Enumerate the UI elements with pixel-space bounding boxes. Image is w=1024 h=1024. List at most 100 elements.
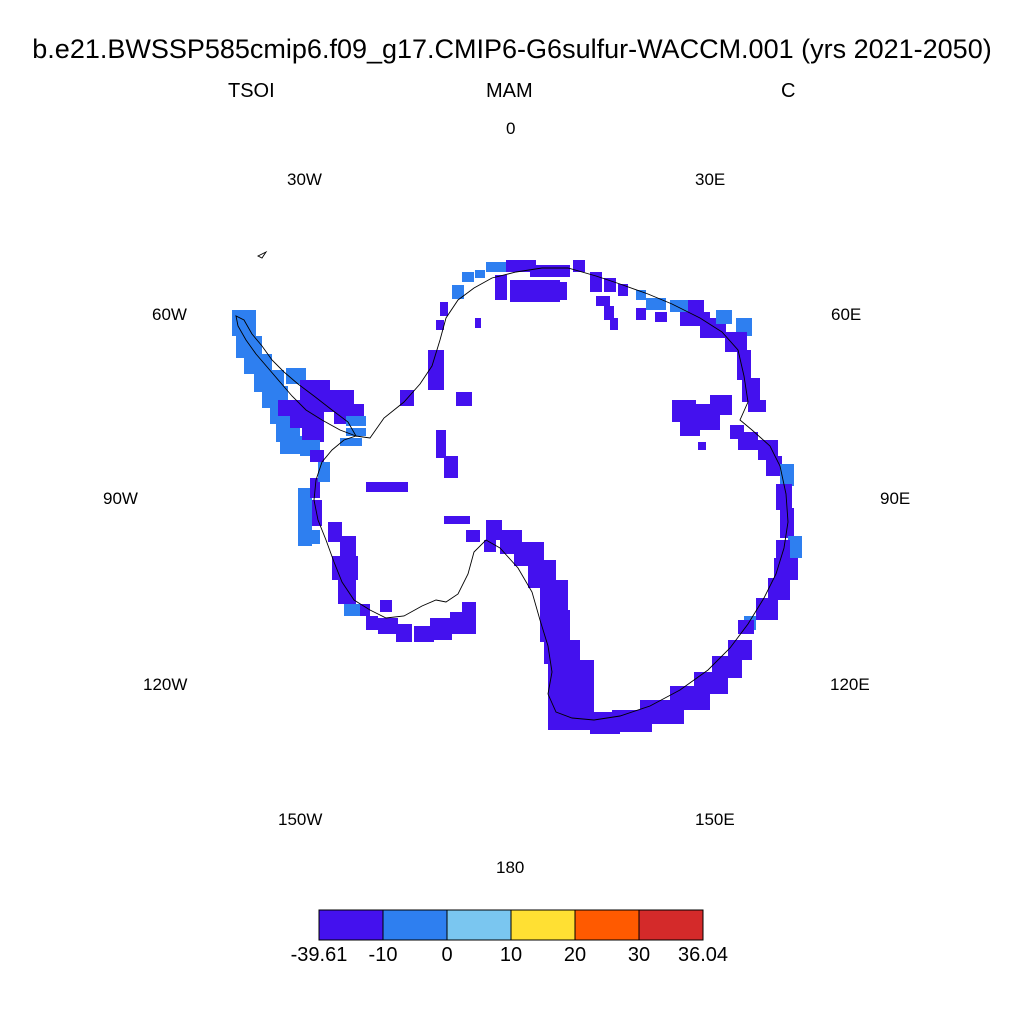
- data-cell: [506, 260, 536, 272]
- data-cell: [452, 285, 464, 299]
- data-cell: [780, 508, 794, 538]
- data-cell: [396, 624, 412, 642]
- data-cell: [280, 436, 302, 454]
- data-cell: [310, 450, 324, 462]
- colorbar-label-2: 0: [441, 944, 453, 966]
- data-cell: [290, 412, 324, 428]
- map-title: b.e21.BWSSP585cmip6.f09_g17.CMIP6-G6sulf…: [32, 34, 992, 64]
- lon-label-0: 0: [506, 119, 516, 138]
- colorbar-swatch-3: [510, 909, 576, 941]
- colorbar-label-3: 10: [499, 944, 523, 966]
- data-cell: [486, 262, 506, 272]
- data-cell: [604, 278, 616, 292]
- data-cell: [510, 280, 560, 302]
- data-cell: [440, 302, 448, 316]
- data-cell: [466, 530, 480, 542]
- data-cell: [646, 298, 666, 310]
- data-cell: [756, 598, 778, 620]
- data-cell: [346, 416, 366, 426]
- data-cell: [688, 300, 704, 314]
- data-cell: [768, 578, 790, 600]
- data-cell: [340, 536, 356, 556]
- data-cell: [344, 604, 360, 616]
- lon-label-150e: 150E: [695, 810, 735, 829]
- variable-label: TSOI: [228, 80, 275, 102]
- colorbar-swatch-2: [446, 909, 512, 941]
- lon-label-90e: 90E: [880, 489, 911, 508]
- colorbar-swatch-1: [382, 909, 448, 941]
- colorbar-swatch-4: [574, 909, 640, 941]
- lon-label-60e: 60E: [831, 305, 862, 324]
- data-cell: [232, 310, 256, 336]
- lon-label-150w: 150W: [278, 810, 323, 829]
- coastline-layer: [235, 250, 789, 721]
- data-cell: [475, 318, 481, 328]
- coastline-island: [256, 250, 268, 259]
- data-cell: [544, 640, 580, 664]
- season-label: MAM: [486, 80, 533, 102]
- data-cell: [346, 428, 366, 436]
- data-cell: [484, 540, 496, 552]
- data-cell: [366, 482, 408, 492]
- colorbar-label-4: 20: [563, 944, 587, 966]
- lon-label-30e: 30E: [695, 170, 726, 189]
- data-cell: [444, 456, 458, 478]
- data-cell: [742, 378, 760, 402]
- data-cell: [462, 272, 474, 282]
- data-cell: [604, 306, 614, 320]
- data-cell: [655, 312, 667, 322]
- data-cell: [776, 484, 792, 510]
- colorbar-label-5: 30: [627, 944, 651, 966]
- data-cell: [736, 318, 752, 336]
- data-cell: [573, 260, 585, 272]
- data-cell: [788, 536, 802, 558]
- lon-label-60w: 60W: [152, 305, 187, 324]
- data-cell: [636, 308, 646, 320]
- data-cell: [380, 600, 392, 612]
- data-cell: [298, 488, 312, 518]
- data-cell: [737, 350, 751, 380]
- data-cell: [596, 296, 610, 306]
- data-cell: [716, 310, 732, 324]
- data-cell: [475, 270, 485, 278]
- data-cell: [680, 420, 700, 436]
- data-cell: [302, 426, 324, 442]
- colorbar-label-6: 36.04: [677, 944, 729, 966]
- coastline-peninsula: [235, 315, 358, 437]
- data-cell: [236, 336, 262, 358]
- data-cell: [414, 626, 434, 642]
- data-cell: [436, 320, 444, 330]
- data-cell: [366, 616, 378, 630]
- data-cell: [774, 558, 798, 580]
- data-cell: [486, 520, 502, 540]
- data-cell: [450, 612, 476, 634]
- data-cell: [495, 275, 507, 300]
- data-cell: [244, 354, 272, 374]
- data-cell: [328, 522, 342, 542]
- data-cell: [462, 602, 476, 612]
- data-cell: [728, 640, 752, 660]
- data-cell: [590, 712, 620, 734]
- data-cell: [530, 265, 570, 277]
- data-cell: [758, 440, 778, 460]
- data-cell: [456, 392, 472, 406]
- data-cell: [436, 430, 446, 458]
- data-cell: [725, 332, 747, 352]
- data-cell: [738, 432, 758, 450]
- units-label: C: [781, 80, 796, 102]
- data-cell: [340, 438, 362, 446]
- data-cell: [318, 462, 330, 482]
- data-cell: [670, 300, 688, 312]
- data-cell: [332, 556, 358, 580]
- colorbar: [318, 909, 704, 941]
- data-cell: [710, 395, 732, 415]
- data-cell: [555, 282, 567, 300]
- data-cell: [444, 516, 470, 524]
- lon-label-120w: 120W: [143, 675, 188, 694]
- lon-label-30w: 30W: [287, 170, 322, 189]
- data-cell: [610, 318, 618, 330]
- data-cell: [360, 604, 370, 616]
- lon-label-120e: 120E: [830, 675, 870, 694]
- data-cell: [338, 578, 356, 604]
